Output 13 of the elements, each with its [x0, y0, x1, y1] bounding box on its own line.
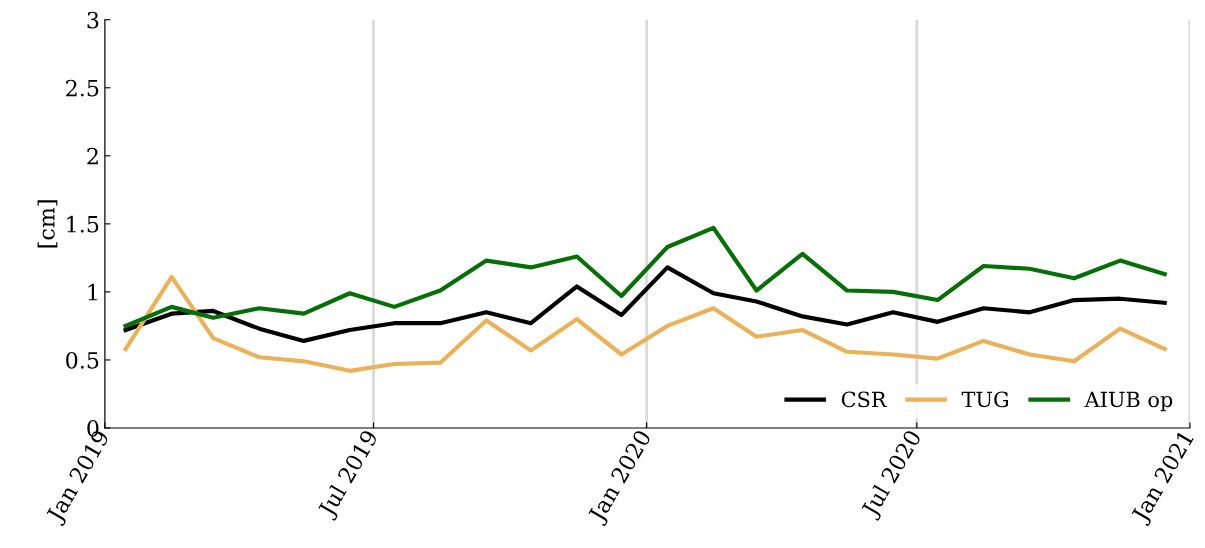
line-series — [123, 225, 1167, 329]
y-tick-label: 3 — [87, 11, 99, 29]
line-series — [123, 265, 1167, 343]
y-tick-label: 2 — [87, 147, 98, 165]
legend-label: TUG — [961, 391, 1008, 408]
y-tick-label: 0.5 — [66, 351, 99, 369]
y-tick-label: 1.5 — [67, 215, 99, 233]
legend-label: AIUB op — [1084, 391, 1173, 412]
y-axis-title: [cm] — [37, 200, 58, 248]
line-series — [123, 274, 1167, 373]
legend-label: CSR — [841, 391, 888, 408]
y-tick-label: 2.5 — [66, 79, 99, 97]
y-tick-label: 1 — [88, 283, 97, 301]
